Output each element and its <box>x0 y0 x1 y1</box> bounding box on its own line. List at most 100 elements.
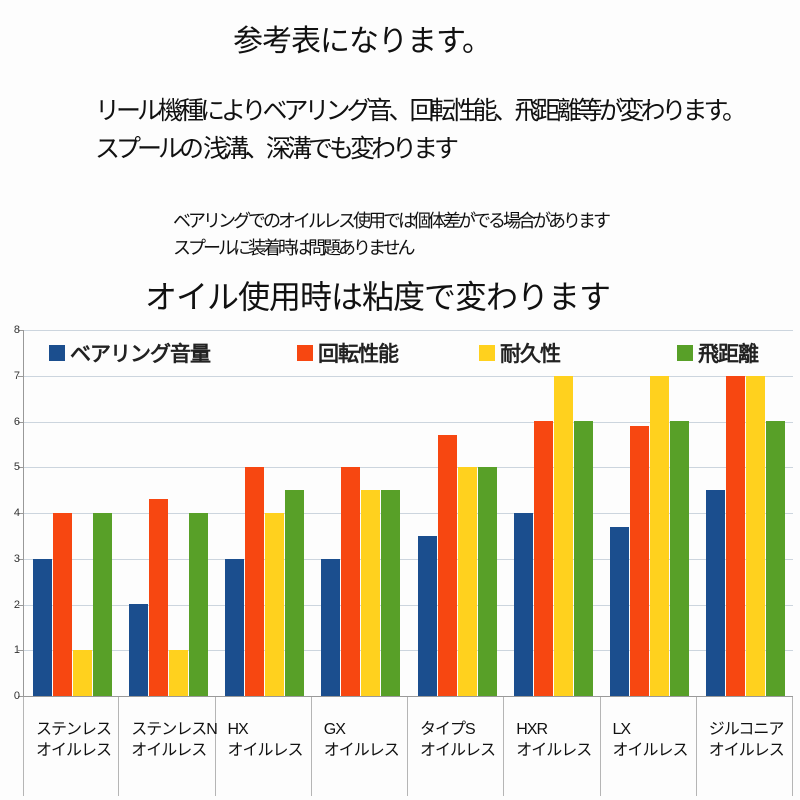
x-category-line: HX <box>227 721 249 738</box>
bar-耐久性 <box>168 650 188 696</box>
x-category-line: オイルレス <box>323 742 400 759</box>
intro-line-2: スプールの 浅溝、深溝でも変わります <box>95 135 459 163</box>
x-category-cell: ジルコニアオイルレス <box>697 697 793 796</box>
bar-耐久性 <box>72 650 92 696</box>
x-category-line: ジルコニア <box>708 721 785 738</box>
bar-group <box>409 331 505 696</box>
bar-chart: 0 1 2 3 4 5 6 7 8 ベアリング音量 回転性能 耐久性 飛距離 ステンレス オイルレス ステン… <box>0 320 800 800</box>
bar-group <box>120 331 216 696</box>
x-category-cell: タイプS オイルレス <box>408 697 505 796</box>
bar-回転性能 <box>341 467 361 696</box>
y-axis-label: 4 <box>13 507 20 519</box>
x-category-cell: ステンレスN オイルレス <box>119 697 218 796</box>
x-category-cell: ステンレスオイルレス <box>23 697 120 796</box>
legend-swatch-icon <box>677 345 693 361</box>
bar-group <box>698 331 794 696</box>
bar-耐久性 <box>553 376 573 696</box>
bar-ベアリング音量 <box>610 527 630 696</box>
gridline <box>24 467 793 469</box>
bar-飛距離 <box>285 490 305 696</box>
bar-group <box>24 331 120 696</box>
legend-swatch-icon <box>49 345 65 361</box>
gridline <box>24 513 793 514</box>
x-category-line: HXR <box>516 721 548 738</box>
legend-label: 飛距離 <box>698 343 759 366</box>
bar-耐久性 <box>746 376 766 696</box>
y-axis-label: 5 <box>13 461 20 474</box>
x-category-line: オイルレス <box>708 742 785 759</box>
bar-飛距離 <box>766 421 786 696</box>
bar-回転性能 <box>726 376 746 696</box>
bar-飛距離 <box>92 513 112 696</box>
x-category-line: タイプS <box>420 721 476 738</box>
x-category-cell: LX オイルレス <box>601 697 697 796</box>
gridline <box>24 375 793 377</box>
bar-group <box>313 331 409 696</box>
note-line-1: ベアリングでのオイルレス使用では個体差がでる場合があります <box>173 211 611 231</box>
bar-飛距離 <box>670 421 690 696</box>
x-category-line: オイルレス <box>36 742 112 759</box>
bar-耐久性 <box>457 467 477 696</box>
gridline <box>24 558 793 560</box>
bar-ベアリング音量 <box>706 490 726 696</box>
legend-label: 耐久性 <box>500 343 561 366</box>
x-category-cell: GX オイルレス <box>312 697 408 796</box>
y-axis-tick <box>18 421 24 423</box>
x-category-line: オイルレス <box>516 742 592 759</box>
chart-title: オイル使用時は粘度で変わります <box>145 279 611 315</box>
y-axis-tick <box>18 650 24 652</box>
legend-swatch-icon <box>297 345 313 361</box>
gridline <box>24 650 793 652</box>
bar-group <box>505 331 601 696</box>
gridline <box>24 604 793 606</box>
x-category-line: LX <box>612 721 632 738</box>
y-axis-tick <box>18 375 24 377</box>
legend-item: 耐久性 <box>479 338 561 368</box>
legend-item: ベアリング音量 <box>49 338 211 368</box>
bar-飛距離 <box>188 513 208 696</box>
y-axis-tick <box>18 558 24 560</box>
y-axis-tick <box>18 513 24 514</box>
bar-ベアリング音量 <box>417 536 437 696</box>
x-category-line: ステンレス <box>36 721 112 738</box>
gridline <box>24 421 793 423</box>
bar-耐久性 <box>650 376 670 696</box>
bar-ベアリング音量 <box>321 559 341 696</box>
bar-group <box>217 331 313 696</box>
y-axis-label: 8 <box>13 324 20 336</box>
bar-ベアリング音量 <box>225 559 245 696</box>
legend-item: 飛距離 <box>677 338 759 368</box>
bar-耐久性 <box>361 490 381 696</box>
y-axis-label: 3 <box>13 552 20 565</box>
legend-item: 回転性能 <box>297 338 399 368</box>
bar-耐久性 <box>265 513 285 696</box>
bar-回転性能 <box>533 421 553 696</box>
intro-paragraph: リール機種によりベアリング音、回転性能、飛距離等が変わります。 スプールの 浅溝… <box>95 92 747 168</box>
legend-swatch-icon <box>479 345 495 361</box>
y-axis-tick <box>18 330 24 331</box>
x-category-line: オイルレス <box>131 742 207 759</box>
y-axis-label: 6 <box>13 415 20 428</box>
note-paragraph: ベアリングでのオイルレス使用では個体差がでる場合があります スプールに装着時は問… <box>173 208 611 262</box>
note-line-2: スプールに装着時は問題ありません <box>173 238 415 258</box>
bar-ベアリング音量 <box>32 559 52 696</box>
bar-回転性能 <box>630 426 650 696</box>
bar-ベアリング音量 <box>513 513 533 696</box>
bar-飛距離 <box>573 421 593 696</box>
x-axis-labels: ステンレス オイルレス ステンレスN オイルレス HX オイルレス GX オイルレス タイプS オ… <box>23 697 793 796</box>
bar-ベアリング音量 <box>128 604 148 696</box>
bar-回転性能 <box>437 435 457 696</box>
y-axis-label: 7 <box>13 369 20 382</box>
x-category-line: オイルレス <box>420 742 496 759</box>
y-axis-tick <box>18 467 24 469</box>
y-axis-tick <box>18 696 24 697</box>
x-category-line: ステンレスN <box>131 721 218 738</box>
x-category-line: オイルレス <box>227 742 304 759</box>
page-title: 参考表になります。 <box>233 25 492 58</box>
bar-回転性能 <box>148 499 168 696</box>
legend-label: ベアリング音量 <box>70 343 211 366</box>
intro-line-1: リール機種によりベアリング音、回転性能、飛距離等が変わります。 <box>95 97 747 125</box>
bar-group <box>602 331 698 696</box>
x-category-line: オイルレス <box>612 742 689 759</box>
bar-回転性能 <box>245 467 265 696</box>
